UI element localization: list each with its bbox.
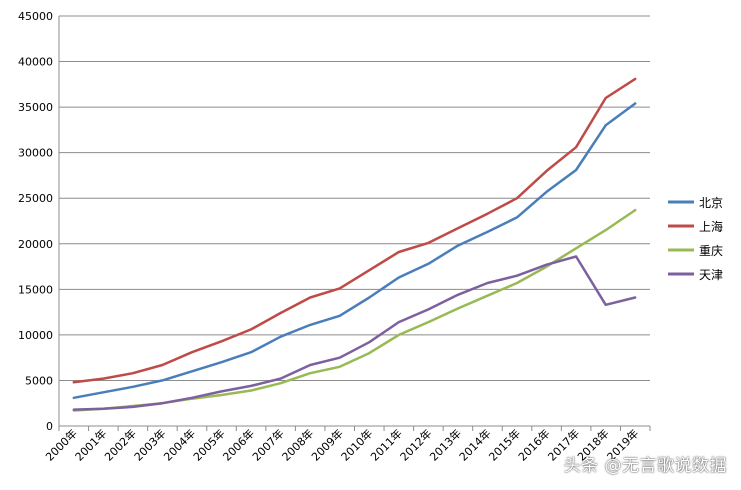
x-tick-label: 2007年 xyxy=(249,426,286,463)
x-tick-label: 2014年 xyxy=(456,426,493,463)
series-line-3 xyxy=(72,255,637,411)
y-tick-label: 35000 xyxy=(18,101,53,114)
gridlines xyxy=(59,15,650,381)
legend-label: 重庆 xyxy=(699,244,723,258)
x-tick-label: 2001年 xyxy=(72,426,109,463)
y-tick-label: 5000 xyxy=(25,374,53,387)
watermark-text: 头条 @无言歌说数据 xyxy=(563,456,727,476)
x-tick-label: 2015年 xyxy=(486,426,523,463)
y-tick-label: 40000 xyxy=(18,56,53,69)
x-tick-label: 2009年 xyxy=(308,426,345,463)
y-tick-label: 10000 xyxy=(18,329,53,342)
x-tick-label: 2012年 xyxy=(397,426,434,463)
series-lines xyxy=(72,77,637,412)
y-tick-label: 15000 xyxy=(18,283,53,296)
x-tick-label: 2010年 xyxy=(338,426,375,463)
x-tick-label: 2013年 xyxy=(427,426,464,463)
y-axis-tick-labels: 0 5000 10000 15000 20000 25000 30000 35000 40000… xyxy=(18,10,53,433)
series-line-0 xyxy=(72,102,637,400)
legend-label: 上海 xyxy=(699,219,723,234)
x-tick-label: 2003年 xyxy=(131,426,168,463)
legend-label: 北京 xyxy=(699,196,723,210)
series-line-1 xyxy=(72,77,637,384)
y-tick-label: 0 xyxy=(46,420,53,433)
axes xyxy=(58,16,651,431)
x-tick-label: 2004年 xyxy=(161,426,198,463)
y-tick-label: 45000 xyxy=(18,10,53,23)
x-tick-label: 2006年 xyxy=(220,426,257,463)
legend-label: 天津 xyxy=(699,268,723,282)
x-tick-label: 2016年 xyxy=(515,426,552,463)
x-axis-tick-labels: 2000年2001年2002年2003年2004年2005年2006年2007年… xyxy=(42,426,641,463)
x-tick-label: 2011年 xyxy=(367,426,404,463)
x-tick-label: 2008年 xyxy=(279,426,316,463)
y-tick-label: 25000 xyxy=(18,192,53,205)
x-tick-label: 2005年 xyxy=(190,426,227,463)
x-tick-label: 2002年 xyxy=(102,426,139,463)
y-tick-label: 20000 xyxy=(18,238,53,251)
y-tick-label: 30000 xyxy=(18,147,53,160)
